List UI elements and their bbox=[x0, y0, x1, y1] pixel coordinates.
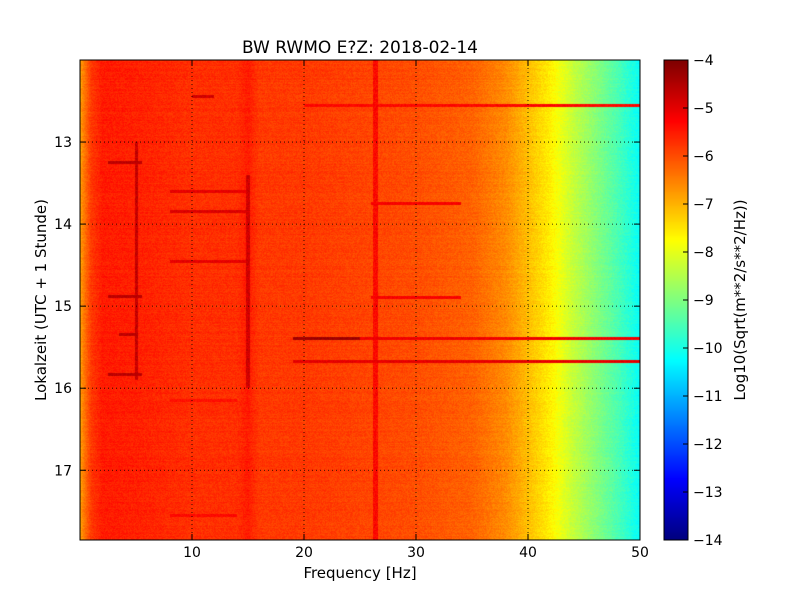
colorbar-tick-label: −11 bbox=[693, 389, 723, 405]
colorbar-tick-label: −6 bbox=[693, 149, 714, 165]
colorbar-tick-label: −13 bbox=[693, 485, 723, 501]
spectrogram-heatmap bbox=[80, 60, 640, 540]
x-tick-label: 30 bbox=[407, 545, 425, 561]
colorbar-label: Log10(Sqrt(m**2/s**2/Hz)) bbox=[731, 199, 749, 400]
y-tick-label: 15 bbox=[54, 299, 72, 315]
x-axis-label: Frequency [Hz] bbox=[303, 564, 416, 582]
y-axis-label: Lokalzeit (UTC + 1 Stunde) bbox=[32, 199, 50, 401]
colorbar-ticks: −4 −5 −6 −7 −8 −9 −10 −11 −12 −13 −14 bbox=[683, 53, 723, 549]
plot-frame bbox=[79, 59, 641, 541]
x-tick-label: 20 bbox=[295, 545, 313, 561]
colorbar-tick-label: −10 bbox=[693, 341, 723, 357]
y-tick-label: 16 bbox=[54, 381, 72, 397]
colorbar-tick-label: −4 bbox=[693, 53, 714, 69]
colorbar-tick-label: −5 bbox=[693, 101, 714, 117]
x-tick-label: 40 bbox=[519, 545, 537, 561]
colorbar-tick-label: −8 bbox=[693, 245, 714, 261]
spectrogram-plot-area: 10 20 30 40 50 13 14 15 16 17 bbox=[54, 59, 649, 561]
colorbar-tick-label: −12 bbox=[693, 437, 723, 453]
colorbar-tick-label: −9 bbox=[693, 293, 714, 309]
colorbar-tick-label: −14 bbox=[693, 533, 723, 549]
y-axis-ticks: 13 14 15 16 17 bbox=[54, 135, 640, 479]
colorbar: −4 −5 −6 −7 −8 −9 −10 −11 −12 −13 −14 Log10(Sqrt(m… bbox=[663, 53, 749, 549]
x-tick-label: 10 bbox=[183, 545, 201, 561]
colorbar-tick-label: −7 bbox=[693, 197, 714, 213]
x-axis-ticks: 10 20 30 40 50 bbox=[183, 60, 649, 561]
y-tick-label: 14 bbox=[54, 217, 72, 233]
y-tick-label: 17 bbox=[54, 463, 72, 479]
y-tick-label: 13 bbox=[54, 135, 72, 151]
chart-title: BW RWMO E?Z: 2018-02-14 bbox=[242, 38, 478, 58]
x-tick-label: 50 bbox=[631, 545, 649, 561]
